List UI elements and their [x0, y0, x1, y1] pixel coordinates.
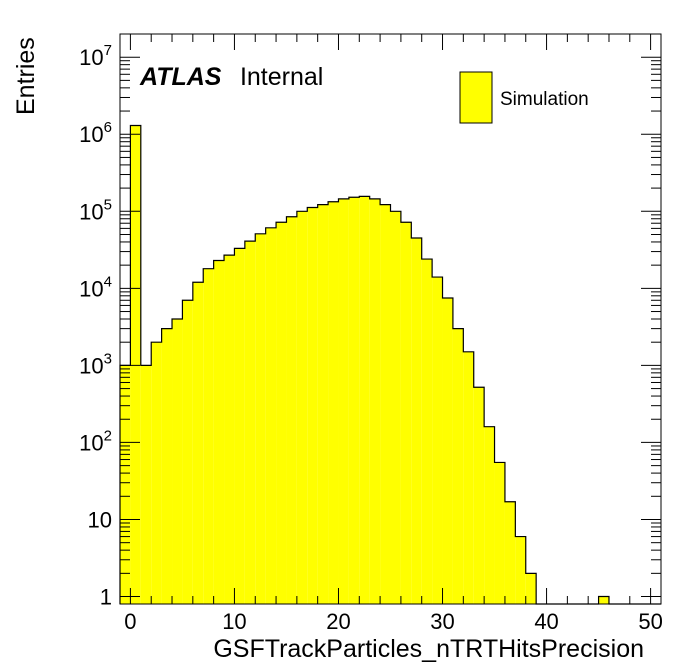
histogram-bin	[317, 204, 329, 604]
atlas-label: ATLAS Internal	[139, 63, 323, 91]
x-tick-label: 20	[326, 609, 350, 634]
y-axis-title: Entries	[12, 37, 40, 115]
histogram-bin	[276, 222, 287, 604]
histogram-bin	[442, 297, 453, 604]
histogram-bin	[390, 211, 401, 605]
histogram-bin	[348, 197, 360, 604]
histogram-bin	[515, 536, 526, 604]
histogram-bin	[598, 596, 609, 604]
histogram-bin	[369, 198, 381, 604]
internal-text: Internal	[240, 63, 323, 91]
y-tick-label: 102	[79, 427, 112, 455]
legend: Simulation	[459, 71, 589, 124]
histogram-bin	[192, 282, 204, 604]
histogram-bin	[380, 204, 391, 604]
y-tick-label: 107	[79, 42, 112, 70]
histogram-bin	[213, 260, 225, 604]
histogram-bin	[432, 277, 443, 604]
histogram-bin	[421, 259, 433, 604]
y-tick-label: 10	[88, 507, 112, 532]
histogram-bin	[307, 207, 318, 605]
x-tick-label: 0	[124, 609, 136, 634]
y-tick-label: 105	[79, 196, 112, 224]
axes: 0 10 20 30 40 50 1 10 102 103 104 105 106 107	[79, 33, 663, 634]
histogram-bin	[452, 328, 464, 604]
histogram-bin	[182, 300, 193, 604]
x-tick-label: 30	[430, 609, 454, 634]
histogram-bin	[265, 227, 277, 604]
histogram-bin	[504, 501, 516, 604]
y-tick-label: 103	[79, 350, 112, 378]
legend-entry-simulation: Simulation	[500, 89, 589, 110]
histogram-bin	[224, 255, 235, 605]
histogram-bin	[140, 365, 152, 604]
histogram-bin	[359, 196, 370, 605]
y-tick-label: 104	[79, 273, 112, 301]
histogram-bin	[296, 211, 308, 605]
histogram-bin	[463, 351, 474, 604]
histogram-bin	[484, 426, 495, 604]
x-tick-label: 40	[534, 609, 558, 634]
histogram-bin	[120, 365, 131, 604]
y-tick-label: 106	[79, 119, 112, 147]
x-tick-label: 50	[638, 609, 662, 634]
histogram-bin	[286, 216, 297, 605]
histogram-bin	[411, 238, 422, 604]
histogram-outline	[119, 124, 661, 605]
svg-text:ATLAS Internal: ATLAS Internal	[139, 63, 323, 91]
histogram-bin	[473, 387, 485, 604]
y-tick-label: 1	[100, 585, 112, 610]
histogram-bars	[119, 124, 661, 605]
histogram-bin	[172, 319, 183, 604]
histogram-bin	[130, 125, 141, 604]
histogram-bin	[244, 241, 256, 605]
atlas-text: ATLAS	[139, 63, 222, 91]
legend-swatch	[459, 71, 493, 124]
x-tick-label: 10	[222, 609, 246, 634]
histogram-bin	[234, 248, 245, 605]
histogram-bin	[400, 222, 412, 604]
histogram-bin	[338, 198, 349, 604]
histogram-bin	[525, 573, 537, 604]
histogram-bin	[203, 268, 214, 604]
histogram-bin	[255, 233, 266, 604]
histogram-bin	[494, 462, 505, 604]
histogram-bin	[161, 328, 173, 604]
histogram-bin	[151, 342, 162, 604]
histogram-bin	[328, 201, 339, 604]
x-axis-title: GSFTrackParticles_nTRTHitsPrecision	[213, 635, 644, 663]
